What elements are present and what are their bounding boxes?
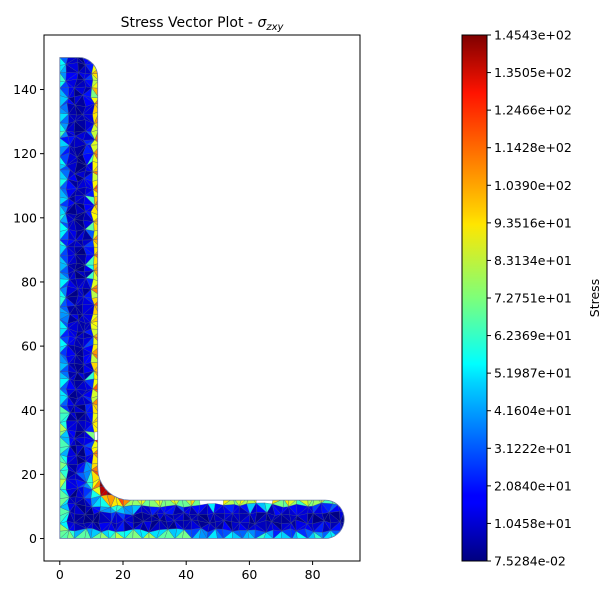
y-tick-label: 40 bbox=[21, 403, 37, 418]
y-tick-label: 120 bbox=[13, 146, 37, 161]
mesh-triangle bbox=[197, 503, 209, 516]
y-tick-label: 60 bbox=[21, 339, 37, 354]
colorbar-tick-label: 3.1222e+01 bbox=[494, 441, 572, 456]
y-axis: 0 20 40 60 80 100 120 140 bbox=[13, 82, 44, 546]
y-tick-label: 100 bbox=[13, 210, 37, 225]
colorbar-tick-label: 7.5284e-02 bbox=[494, 554, 566, 569]
colorbar-tick-label: 1.4543e+02 bbox=[494, 28, 572, 43]
y-tick-label: 20 bbox=[21, 467, 37, 482]
colorbar-tick-label: 1.0390e+02 bbox=[494, 178, 572, 193]
y-tick-label: 0 bbox=[29, 531, 37, 546]
x-tick-label: 60 bbox=[241, 567, 257, 582]
colorbar-tick-label: 2.0840e+01 bbox=[494, 478, 572, 493]
colorbar-tick-label: 1.2466e+02 bbox=[494, 103, 572, 118]
section-outline bbox=[59, 57, 345, 539]
mesh-triangle bbox=[213, 503, 224, 514]
colorbar-tick-label: 1.1428e+02 bbox=[494, 140, 572, 155]
x-tick-label: 20 bbox=[115, 567, 131, 582]
mesh-elements bbox=[59, 57, 345, 539]
y-tick-label: 140 bbox=[13, 82, 37, 97]
colorbar-tick-label: 1.0458e+01 bbox=[494, 516, 572, 531]
x-axis: 0 20 40 60 80 bbox=[56, 561, 321, 582]
stress-mesh bbox=[59, 57, 345, 539]
x-tick-label: 40 bbox=[178, 567, 194, 582]
colorbar-tick-label: 7.2751e+01 bbox=[494, 291, 572, 306]
colorbar bbox=[461, 34, 488, 562]
mesh-triangle bbox=[65, 57, 78, 65]
colorbar-label: Stress bbox=[587, 279, 602, 317]
colorbar-tick-label: 8.3134e+01 bbox=[494, 253, 572, 268]
y-tick-label: 80 bbox=[21, 274, 37, 289]
colorbar-tick-label: 4.1604e+01 bbox=[494, 403, 572, 418]
x-tick-label: 80 bbox=[305, 567, 321, 582]
colorbar-tick-label: 6.2369e+01 bbox=[494, 328, 572, 343]
colorbar-ticks: 1.4543e+02 1.3505e+02 1.2466e+02 1.1428e+02… bbox=[487, 28, 572, 569]
colorbar-tick-label: 1.3505e+02 bbox=[494, 65, 572, 80]
colorbar-tick-label: 9.3516e+01 bbox=[494, 215, 572, 230]
chart-title: Stress Vector Plot - σzxy bbox=[121, 15, 285, 33]
colorbar-tick-label: 5.1987e+01 bbox=[494, 366, 572, 381]
x-tick-label: 0 bbox=[56, 567, 64, 582]
mesh-triangle bbox=[264, 502, 273, 514]
